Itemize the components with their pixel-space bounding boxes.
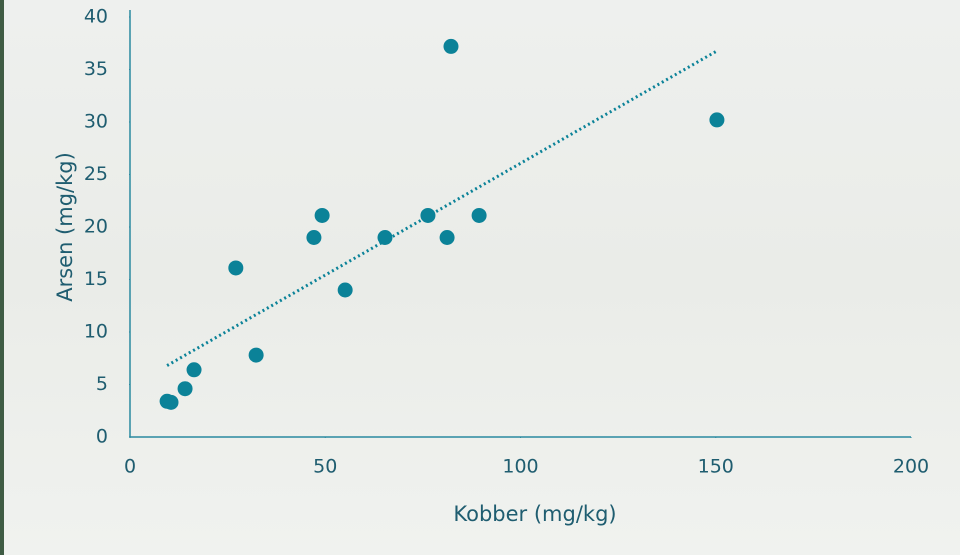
trendline xyxy=(166,49,718,367)
point xyxy=(314,207,330,223)
y-tick-label: 20 xyxy=(84,216,108,238)
point xyxy=(177,381,193,397)
y-tick-label: 30 xyxy=(84,111,108,133)
image-edge xyxy=(0,0,4,555)
y-tick-label: 0 xyxy=(96,426,108,448)
point xyxy=(471,207,487,223)
point xyxy=(306,230,322,245)
y-axis-title: Arsen (mg/kg) xyxy=(53,152,77,302)
point xyxy=(186,362,202,378)
x-axis-title: Kobber (mg/kg) xyxy=(453,502,616,526)
y-tick-label: 25 xyxy=(84,163,108,185)
x-tick-label: 200 xyxy=(893,456,929,478)
point xyxy=(709,112,725,128)
point xyxy=(439,230,455,245)
y-tick-label: 35 xyxy=(84,58,108,80)
x-tick-label: 0 xyxy=(124,456,136,478)
y-tick-label: 10 xyxy=(84,321,108,343)
point xyxy=(420,207,436,223)
y-tick-label: 40 xyxy=(84,6,108,28)
point xyxy=(248,347,264,363)
point xyxy=(163,394,179,410)
point xyxy=(443,38,459,54)
point xyxy=(377,230,393,245)
x-tick-label: 50 xyxy=(313,456,337,478)
x-tick-label: 100 xyxy=(502,456,538,478)
x-tick-label: 150 xyxy=(698,456,734,478)
point xyxy=(337,282,353,298)
point xyxy=(228,260,244,276)
y-tick-label: 15 xyxy=(84,268,108,290)
y-tick-label: 5 xyxy=(96,373,108,395)
